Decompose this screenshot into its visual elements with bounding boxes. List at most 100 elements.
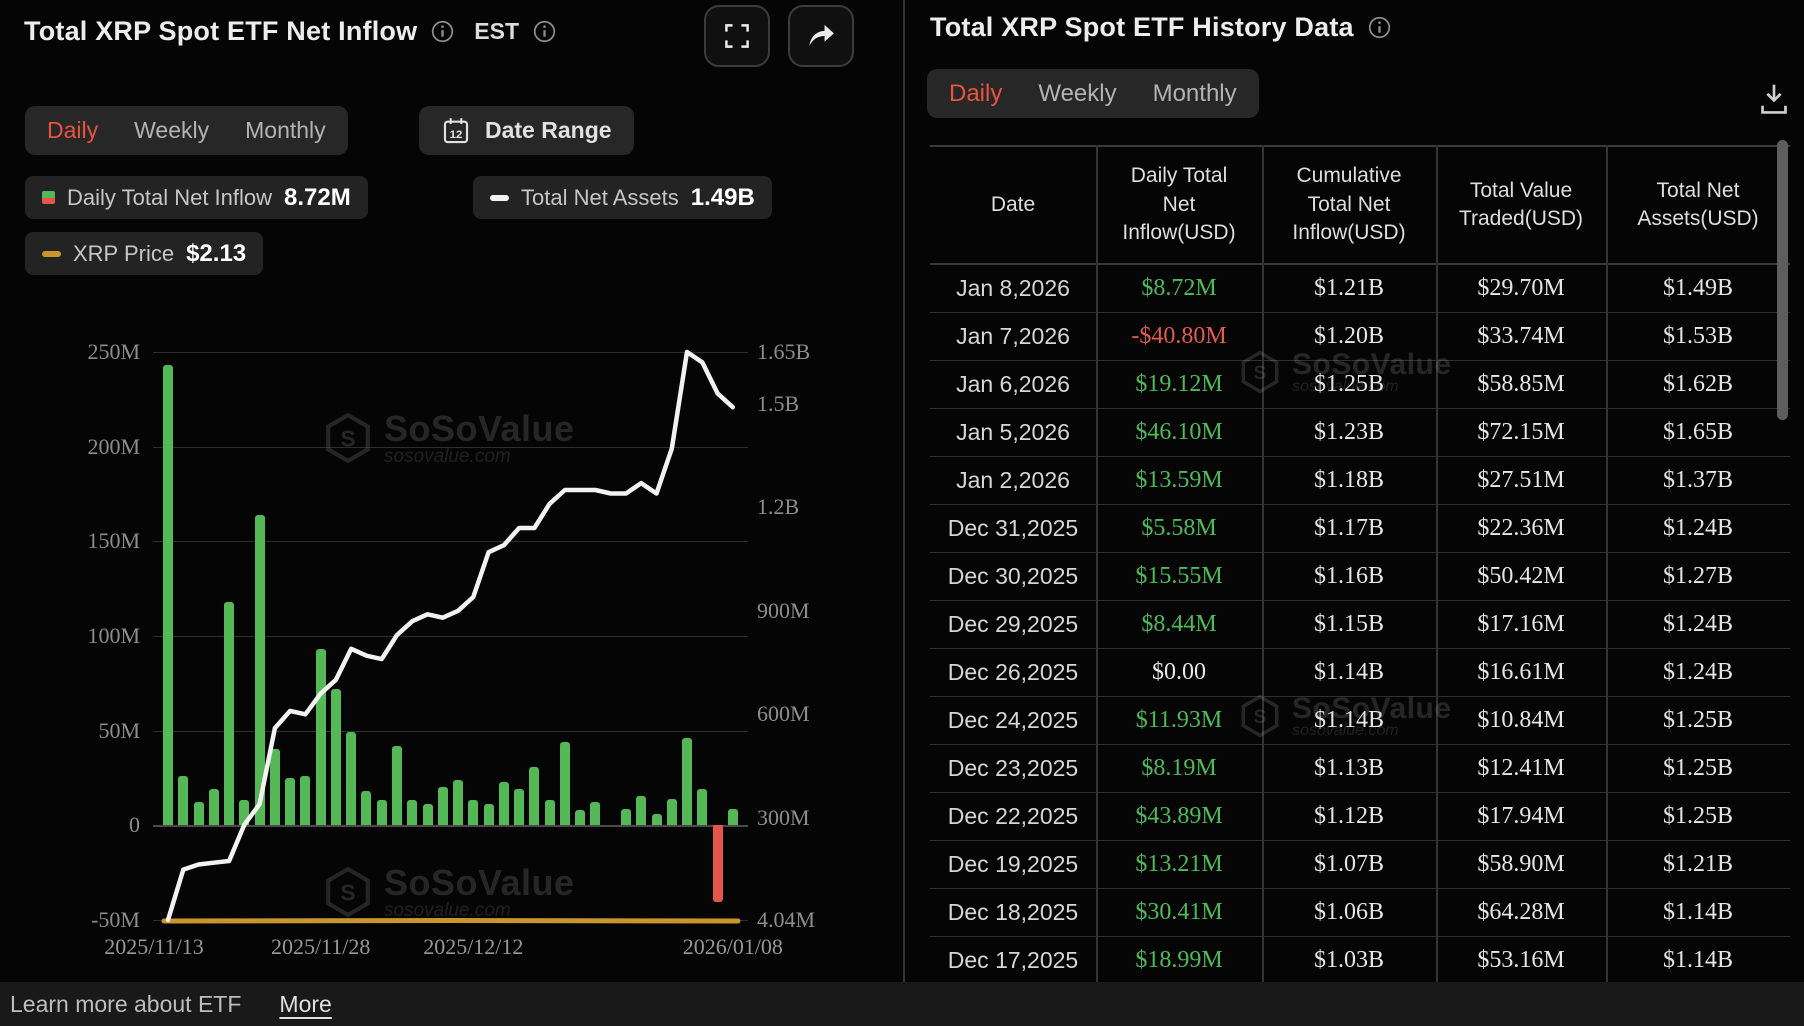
table-row: Jan 2,2026 $13.59M $1.18B $27.51M $1.37B [930, 457, 1790, 505]
table-row: Dec 24,2025 $11.93M $1.14B $10.84M $1.25B [930, 697, 1790, 745]
inflow-bar [193, 802, 204, 825]
x-axis-tick-label: 2026/01/08 [682, 934, 783, 959]
legend-xrp-price[interactable]: XRP Price $2.13 [25, 232, 264, 275]
table-cell-value: $1.23B [1313, 419, 1384, 445]
table-cell-value: $1.16B [1313, 563, 1384, 589]
table-cell-value: $64.28M [1477, 899, 1565, 925]
footer-more-link[interactable]: More [279, 990, 332, 1017]
table-row: Dec 30,2025 $15.55M $1.16B $50.42M $1.27B [930, 553, 1790, 601]
tab-daily[interactable]: Daily [47, 117, 99, 143]
chart-period-tabs: Daily Weekly Monthly [25, 106, 348, 155]
table-cell-value: $5.58M [1141, 515, 1217, 541]
table-row: Dec 26,2025 $0.00 $1.14B $16.61M $1.24B [930, 649, 1790, 697]
inflow-bar [727, 808, 738, 825]
table-scrollbar-thumb[interactable] [1777, 140, 1788, 420]
xrp-price-line-swatch-icon [42, 250, 61, 257]
column-divider [1436, 145, 1438, 982]
inflow-bar [636, 795, 647, 825]
table-cell-value: $1.49B [1662, 275, 1733, 301]
table-cell-value: $17.16M [1477, 611, 1565, 637]
legend-value: $2.13 [186, 239, 247, 267]
table-cell-date: Dec 18,2025 [947, 899, 1079, 925]
table-cell-value: $10.84M [1477, 707, 1565, 733]
legend-daily-net-inflow[interactable]: Daily Total Net Inflow 8.72M [25, 176, 368, 219]
table-body: Jan 8,2026 $8.72M $1.21B $29.70M $1.49B Jan 7… [930, 265, 1790, 982]
table-cell-value: $8.72M [1141, 275, 1217, 301]
right-axis-tick-label: 1.65B [757, 339, 811, 364]
table-cell-value: $18.99M [1135, 947, 1223, 973]
net-assets-line-swatch-icon [490, 194, 509, 201]
fullscreen-icon [725, 24, 749, 48]
table-header-row: Date Daily Total Net Inflow(USD) Cumulat… [930, 145, 1790, 265]
inflow-bar [163, 365, 173, 825]
right-axis-tick-label: 600M [757, 701, 810, 727]
right-axis-tick-label: 1.5B [757, 390, 800, 416]
table-cell-value: $1.18B [1313, 467, 1384, 493]
table-cell-value: $58.85M [1477, 371, 1565, 397]
table-cell-value: $12.41M [1477, 755, 1565, 781]
table-cell-date: Dec 17,2025 [947, 947, 1079, 973]
table-cell-value: $1.25B [1313, 371, 1384, 397]
inflow-bar [300, 775, 311, 825]
table-cell-value: $17.94M [1477, 803, 1565, 829]
table-cell-value: $46.10M [1135, 419, 1223, 445]
inflow-bar [208, 789, 219, 825]
inflow-bar [239, 800, 250, 825]
tab-daily[interactable]: Daily [949, 79, 1003, 107]
tab-monthly[interactable]: Monthly [1152, 79, 1237, 107]
timezone-label: EST [474, 18, 520, 44]
inflow-bar [468, 800, 479, 825]
inflow-bar [620, 809, 631, 825]
table-cell-value: $33.74M [1477, 323, 1565, 349]
table-cell-value: $1.62B [1662, 371, 1733, 397]
table-cell-value: $1.27B [1662, 563, 1733, 589]
tab-weekly[interactable]: Weekly [134, 117, 210, 143]
info-icon[interactable] [431, 20, 454, 43]
share-button[interactable] [788, 5, 854, 67]
legend-value: 1.49B [690, 183, 755, 211]
table-row: Dec 19,2025 $13.21M $1.07B $58.90M $1.21B [930, 841, 1790, 889]
footer-text: Learn more about ETF [10, 990, 242, 1017]
inflow-legend-swatch-icon [42, 191, 55, 204]
table-cell-value: $13.21M [1135, 851, 1223, 877]
right-axis-tick-label: 300M [757, 804, 810, 830]
legend-total-net-assets[interactable]: Total Net Assets 1.49B [473, 176, 772, 219]
table-row: Jan 6,2026 $19.12M $1.25B $58.85M $1.62B [930, 361, 1790, 409]
inflow-bar [559, 741, 570, 825]
column-divider [1262, 145, 1264, 982]
x-axis-tick-label: 2025/11/28 [270, 934, 371, 959]
table-cell-value: $1.07B [1313, 851, 1384, 877]
inflow-bar [391, 745, 402, 825]
table-row: Dec 23,2025 $8.19M $1.13B $12.41M $1.25B [930, 745, 1790, 793]
left-axis-tick-label: 250M [87, 339, 140, 364]
fullscreen-button[interactable] [704, 5, 770, 67]
table-cell-value: $50.42M [1477, 563, 1565, 589]
table-period-tabs: Daily Weekly Monthly [927, 69, 1259, 118]
tab-monthly[interactable]: Monthly [245, 117, 326, 143]
inflow-bar [346, 732, 357, 825]
table-cell-value: $30.41M [1135, 899, 1223, 925]
table-cell-date: Jan 2,2026 [956, 467, 1070, 493]
download-button[interactable] [1750, 74, 1798, 126]
info-icon[interactable] [1368, 16, 1391, 39]
table-cell-value: $1.20B [1313, 323, 1384, 349]
info-icon[interactable] [533, 20, 556, 43]
inflow-bar [682, 737, 693, 825]
inflow-bar [178, 775, 189, 825]
date-range-button[interactable]: 12 Date Range [419, 106, 634, 155]
inflow-bar [285, 777, 296, 825]
table-cell-date: Dec 31,2025 [947, 515, 1079, 541]
legend-label: XRP Price [73, 240, 175, 266]
table-cell-value: $1.06B [1313, 899, 1384, 925]
table-row: Dec 29,2025 $8.44M $1.15B $17.16M $1.24B [930, 601, 1790, 649]
left-axis-tick-label: -50M [91, 906, 140, 932]
table-row: Jan 7,2026 -$40.80M $1.20B $33.74M $1.53B [930, 313, 1790, 361]
inflow-bar [575, 809, 586, 825]
tab-weekly[interactable]: Weekly [1038, 79, 1117, 107]
gridline [153, 541, 748, 543]
table-cell-value: $1.21B [1313, 275, 1384, 301]
inflow-bar [254, 514, 265, 825]
table-cell-date: Dec 29,2025 [947, 611, 1079, 637]
table-cell-date: Dec 22,2025 [947, 803, 1079, 829]
chart-plot-area[interactable]: 250M 200M 150M 100M 50M 0 -50M 1.65B 1.5B 1.2B 900… [0, 0, 905, 1026]
